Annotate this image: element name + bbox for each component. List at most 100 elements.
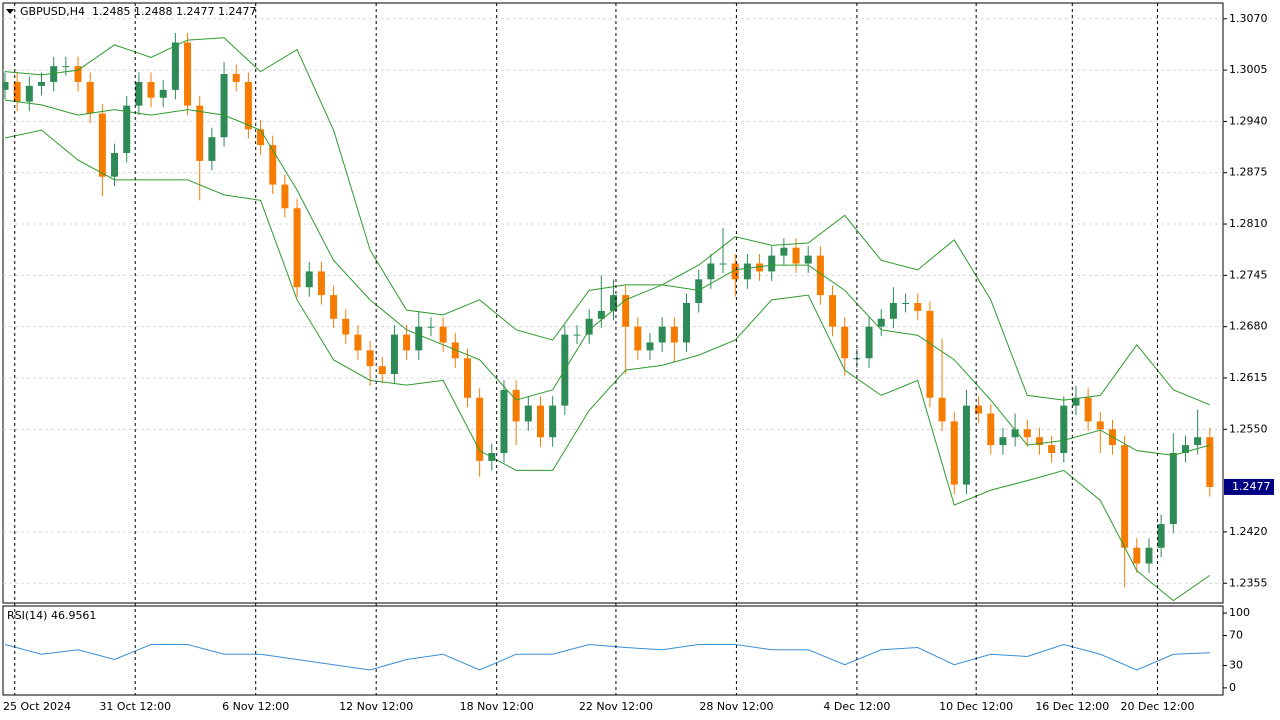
- candle-body: [950, 421, 958, 485]
- candle-body: [427, 326, 435, 328]
- bollinger-band: [4, 37, 1211, 406]
- candle-body: [1035, 437, 1043, 446]
- symbol: GBPUSD,H4: [20, 5, 85, 18]
- candle-body: [196, 105, 204, 161]
- candle-body: [877, 318, 885, 327]
- y-tick-label: 1.2810: [1229, 217, 1268, 230]
- x-tick-label: 4 Dec 12:00: [823, 700, 890, 713]
- candle-body: [342, 318, 350, 335]
- candle-body: [987, 413, 995, 446]
- candle-body: [780, 247, 788, 256]
- candle-body: [305, 271, 313, 288]
- y-tick-label: 1.3070: [1229, 12, 1268, 25]
- candle-body: [524, 405, 532, 422]
- candle-body: [269, 145, 277, 185]
- candle-body: [3, 81, 9, 90]
- y-tick-label: 1.2550: [1229, 422, 1268, 435]
- candle-body: [707, 263, 715, 280]
- candle-body: [573, 334, 581, 336]
- candle-body: [597, 310, 605, 319]
- candle-body: [281, 184, 289, 209]
- candle-body: [1011, 429, 1019, 438]
- candle-body: [585, 318, 593, 335]
- last-price-label: 1.2477: [1232, 480, 1271, 493]
- candle-body: [622, 295, 630, 327]
- candle-body: [1206, 437, 1214, 487]
- candle-body: [841, 326, 849, 359]
- candle-body: [549, 405, 557, 438]
- y-tick-label: 1.2355: [1229, 576, 1268, 589]
- candle-body: [1096, 421, 1104, 430]
- candle-body: [1072, 397, 1080, 406]
- x-tick-label: 16 Dec 12:00: [1035, 700, 1109, 713]
- candle-body: [25, 85, 33, 102]
- y-tick-label: 1.2940: [1229, 114, 1268, 127]
- candle-body: [135, 81, 143, 106]
- x-tick-label: 6 Nov 12:00: [222, 700, 289, 713]
- candle-body: [634, 326, 642, 351]
- candle-body: [439, 326, 447, 343]
- candle-body: [74, 66, 82, 82]
- candle-body: [670, 326, 678, 343]
- x-tick-label: 20 Dec 12:00: [1121, 700, 1195, 713]
- candle-body: [1194, 437, 1202, 446]
- candle-body: [829, 295, 837, 327]
- candle-body: [719, 263, 727, 265]
- candle-body: [171, 42, 179, 90]
- candle-body: [902, 303, 910, 304]
- x-tick-label: 22 Nov 12:00: [579, 700, 653, 713]
- candle-body: [1023, 429, 1031, 438]
- candle-body: [768, 255, 776, 272]
- candle-body: [975, 405, 983, 414]
- candle-body: [804, 255, 812, 264]
- candle-body: [1145, 547, 1153, 564]
- candle-body: [159, 89, 167, 98]
- candle-body: [62, 66, 70, 68]
- candle-body: [1157, 524, 1165, 548]
- candle-body: [683, 303, 691, 343]
- candle-body: [147, 81, 155, 98]
- x-tick-label: 31 Oct 12:00: [99, 700, 171, 713]
- candle-body: [50, 66, 58, 82]
- candle-body: [914, 303, 922, 311]
- candle-body: [1181, 445, 1189, 453]
- candle-body: [390, 334, 398, 375]
- bollinger-band: [4, 129, 1211, 602]
- candle-body: [962, 405, 970, 485]
- candle-body: [257, 129, 265, 146]
- candle-body: [476, 397, 484, 461]
- candle-body: [86, 81, 94, 114]
- candle-body: [232, 74, 240, 82]
- menu-arrow[interactable]: [6, 9, 14, 14]
- candle-body: [184, 42, 192, 106]
- candle-body: [938, 397, 946, 422]
- candle-body: [926, 310, 934, 398]
- candle-body: [354, 334, 362, 351]
- candle-body: [463, 358, 471, 398]
- candle-body: [415, 326, 423, 351]
- x-tick-label: 25 Oct 2024: [3, 700, 71, 713]
- candle-body: [658, 326, 666, 343]
- plot-area: [3, 33, 1214, 602]
- candle-body: [111, 153, 119, 177]
- candle-body: [330, 295, 338, 319]
- x-tick-label: 18 Nov 12:00: [460, 700, 534, 713]
- candle-body: [293, 208, 301, 288]
- rsi-line: [4, 643, 1210, 671]
- candle-body: [610, 295, 617, 311]
- y-tick-label: 0: [1229, 681, 1236, 694]
- y-tick-label: 1.2420: [1229, 525, 1268, 538]
- candle-body: [731, 263, 739, 280]
- candle-body: [317, 271, 325, 296]
- candle-body: [1169, 453, 1177, 525]
- candle-body: [865, 326, 873, 359]
- y-tick-label: 1.2875: [1229, 166, 1268, 179]
- candle-body: [1133, 547, 1141, 564]
- candle-body: [208, 137, 216, 161]
- candle-body: [13, 81, 21, 102]
- candle-body: [889, 303, 897, 319]
- candle-body: [756, 263, 764, 272]
- candle-body: [792, 247, 800, 264]
